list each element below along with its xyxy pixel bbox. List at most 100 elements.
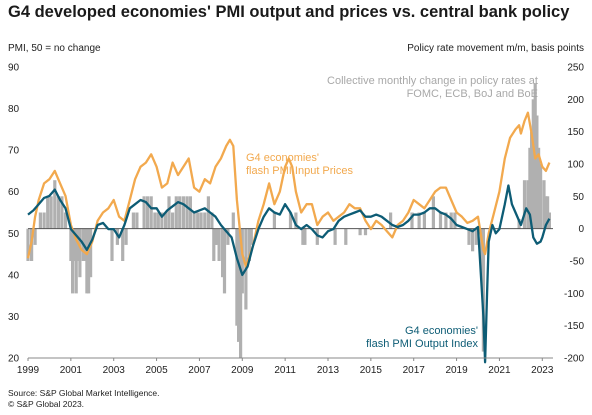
policy-bar (344, 228, 348, 245)
policy-bar (124, 228, 128, 245)
policy-bar (78, 228, 82, 278)
policy-bar (247, 228, 251, 261)
policy-bar (333, 228, 337, 245)
policy-bar (85, 228, 89, 294)
x-tick-label: 2015 (360, 365, 383, 376)
right-tick-label: -200 (564, 354, 584, 365)
policy-bar (315, 228, 319, 245)
prices-annotation-line: flash PMI Input Prices (246, 165, 353, 177)
annotations: Collective monthly change in policy rate… (246, 75, 538, 350)
x-tick-label: 2007 (188, 365, 211, 376)
policy-bar (542, 180, 546, 229)
policy-bar (471, 228, 475, 252)
policy-bar (26, 228, 30, 261)
x-tick-label: 2019 (445, 365, 468, 376)
policy-bar (42, 212, 46, 229)
policy-annotation-line: FOMC, ECB, BoJ and BoE (407, 88, 538, 100)
policy-bar (221, 228, 225, 278)
policy-bar (181, 196, 185, 229)
policy-bar (467, 228, 471, 245)
x-tick-label: 2005 (145, 365, 168, 376)
policy-bar (210, 212, 214, 229)
left-tick-label: 20 (8, 354, 20, 365)
left-axis-label: PMI, 50 = no change (8, 43, 101, 54)
output-annotation-line: G4 economies' (405, 325, 478, 337)
policy-bar (389, 212, 393, 229)
policy-bar (60, 196, 64, 229)
policy-bar (422, 212, 426, 229)
policy-bar (53, 180, 57, 229)
policy-bar (213, 228, 218, 245)
policy-bar (453, 212, 457, 229)
policy-bar (196, 212, 200, 229)
policy-bar (237, 228, 241, 342)
policy-bar (530, 131, 534, 229)
policy-bar (481, 228, 485, 352)
left-tick-label: 60 (8, 187, 20, 198)
policy-bar (142, 196, 146, 229)
policy-bar (72, 228, 77, 261)
policy-bar (74, 228, 78, 294)
policy-bar (294, 212, 298, 229)
policy-bar (46, 196, 50, 229)
policy-bar (288, 212, 293, 229)
policy-bar (272, 212, 276, 229)
right-tick-label: -150 (564, 321, 584, 332)
policy-bar (56, 196, 60, 229)
policy-bar (167, 196, 171, 229)
prices-line (26, 111, 551, 268)
x-tick-label: 2021 (488, 365, 511, 376)
policy-bar (410, 212, 414, 229)
policy-bar (303, 228, 307, 245)
policy-bar (63, 212, 68, 229)
output-annotation-line: flash PMI Output Index (366, 338, 478, 350)
policy-bar (156, 212, 160, 229)
policy-bar (71, 228, 75, 294)
left-tick-label: 30 (8, 312, 20, 323)
x-tick-label: 2003 (103, 365, 126, 376)
policy-bar (146, 196, 150, 229)
policy-bar (215, 228, 219, 245)
policy-bar (185, 196, 189, 229)
policy-bar (49, 196, 53, 229)
x-tick-label: 2001 (60, 365, 83, 376)
policy-bar (199, 212, 203, 229)
right-y-axis: 250 200 150 100 50 0 -50 -100 -150 -200 (564, 63, 584, 365)
policy-bar (203, 212, 207, 229)
source-note: Source: S&P Global Market Intelligence. (8, 388, 160, 398)
right-tick-label: 50 (573, 192, 585, 203)
policy-bar (131, 212, 135, 229)
policy-bar (153, 212, 157, 229)
policy-bar (474, 228, 478, 245)
copyright-note: © S&P Global 2023. (8, 399, 85, 409)
policy-bar (363, 228, 368, 236)
chart-title: G4 developed economies' PMI output and p… (8, 3, 570, 21)
policy-bar (89, 228, 93, 278)
right-tick-label: 200 (567, 95, 584, 106)
policy-bar (38, 212, 42, 229)
policy-bar (358, 228, 362, 236)
policy-bar (110, 228, 114, 261)
right-tick-label: 150 (567, 127, 584, 138)
left-y-axis: 20 30 40 50 60 70 80 90 (8, 63, 20, 365)
policy-bar (33, 228, 37, 245)
policy-bar (87, 228, 91, 294)
policy-bar (135, 212, 139, 229)
policy-bar (301, 228, 305, 245)
policy-bar (537, 147, 541, 229)
right-tick-label: 100 (567, 160, 584, 171)
policy-bar (212, 228, 216, 261)
policy-bar (449, 212, 453, 229)
policy-bar (226, 228, 230, 245)
x-tick-label: 2013 (317, 365, 340, 376)
policy-annotation-line: Collective monthly change in policy rate… (327, 75, 538, 87)
left-tick-label: 40 (8, 270, 20, 281)
policy-bar (438, 212, 443, 229)
policy-bar (171, 212, 175, 229)
right-tick-label: -100 (564, 289, 584, 300)
policy-bar (217, 228, 221, 261)
prices-line-group (26, 111, 551, 268)
policy-bar (480, 228, 484, 278)
x-axis: 1999 2001 2003 2005 2007 2009 2011 2013 2015 2017… (17, 357, 554, 376)
